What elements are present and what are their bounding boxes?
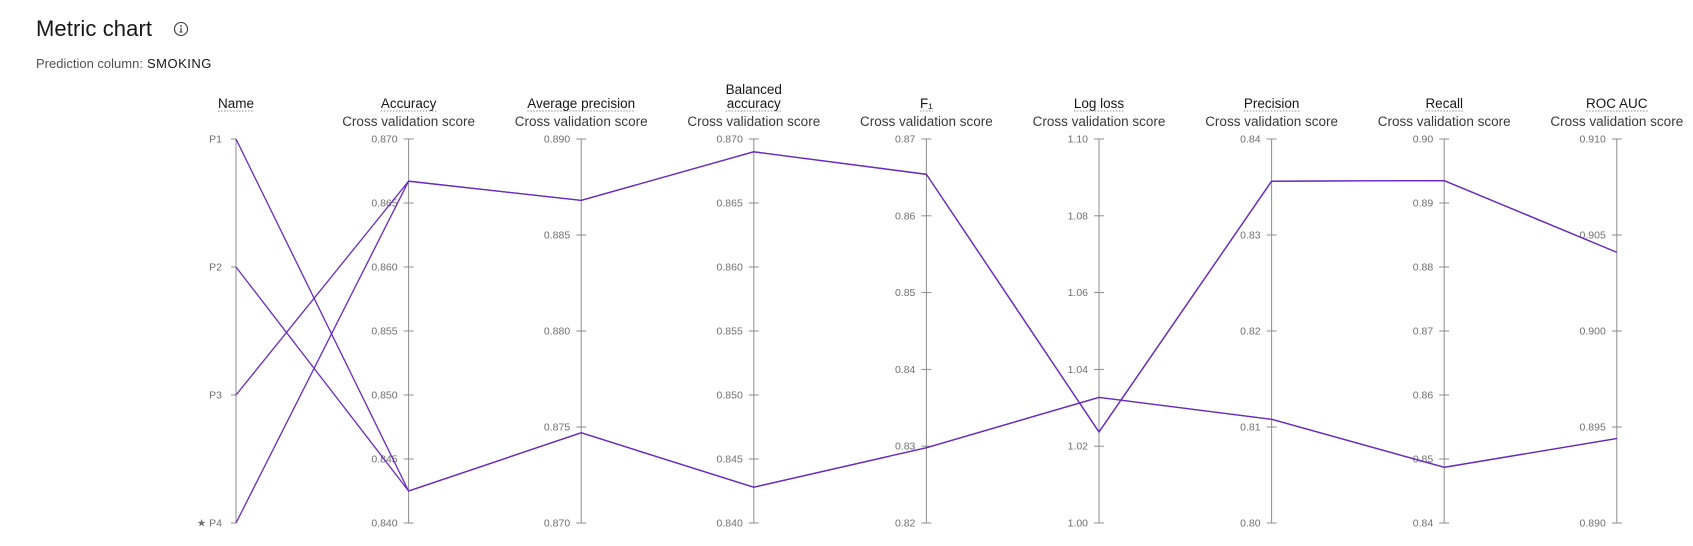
- tick-label: 0.86: [1413, 390, 1434, 402]
- tick-label: 0.81: [1240, 422, 1261, 434]
- tick-label: 0.860: [371, 262, 397, 274]
- axis-f1: F₁ Cross validation score 0.82 0.83 0.84 0.85…: [860, 96, 993, 530]
- tick-label: 0.860: [717, 262, 743, 274]
- axis-title-f1[interactable]: F₁: [920, 96, 933, 111]
- chart-header: Metric chart Prediction column: SMOKING: [36, 16, 212, 71]
- tick-label: 0.82: [1240, 326, 1261, 338]
- tick-label: 0.895: [1580, 422, 1606, 434]
- tick-label: 0.850: [371, 390, 397, 402]
- axis-subtitle-roc_auc: Cross validation score: [1550, 114, 1683, 129]
- tick-label: 0.905: [1580, 230, 1606, 242]
- tick-label: 0.840: [717, 518, 743, 530]
- tick-label: 0.875: [544, 422, 570, 434]
- title-row: Metric chart: [36, 16, 212, 42]
- tick-label: 0.855: [717, 326, 743, 338]
- prediction-column-value: SMOKING: [146, 56, 212, 71]
- tick-label: 0.90: [1413, 134, 1434, 146]
- tick-label: 0.87: [1413, 326, 1434, 338]
- axis-title-balanced_accuracy[interactable]: Balanced: [726, 82, 782, 97]
- axis-subtitle-precision: Cross validation score: [1205, 114, 1338, 129]
- tick-label: 0.83: [1240, 230, 1261, 242]
- tick-label: 0.80: [1240, 518, 1261, 530]
- tick-label: 0.88: [1413, 262, 1434, 274]
- series-line-p4[interactable]: [235, 151, 1618, 524]
- tick-label: 0.880: [544, 326, 570, 338]
- tick-label: 1.04: [1068, 364, 1089, 376]
- tick-label: 1.10: [1068, 134, 1089, 146]
- axis-title-average_precision[interactable]: Average precision: [527, 96, 635, 111]
- axis-precision: Precision Cross validation score 0.80 0.81 0…: [1205, 96, 1338, 530]
- axis-title-roc_auc[interactable]: ROC AUC: [1586, 96, 1648, 111]
- tick-label: 0.85: [895, 287, 916, 299]
- axis-title-accuracy[interactable]: Accuracy: [381, 96, 437, 111]
- axis-log_loss: Log loss Cross validation score 1.00 1.02 1.…: [1033, 96, 1166, 530]
- tick-label: 0.865: [717, 198, 743, 210]
- axis-name: Name P1 P2 P3 ★ P4: [197, 96, 255, 530]
- page-title: Metric chart: [36, 16, 153, 41]
- tick-label: 0.82: [895, 518, 916, 530]
- tick-label: 0.855: [371, 326, 397, 338]
- tick-label: 0.890: [1580, 518, 1606, 530]
- tick-label: 0.84: [1240, 134, 1261, 146]
- axis-title-balanced_accuracy[interactable]: accuracy: [727, 96, 781, 111]
- tick-label: 0.89: [1413, 198, 1434, 210]
- axis-subtitle-accuracy: Cross validation score: [342, 114, 475, 129]
- category-label: P3: [209, 390, 222, 402]
- tick-label: 1.06: [1068, 287, 1089, 299]
- tick-label: 0.900: [1580, 326, 1606, 338]
- series-line-p2[interactable]: [235, 266, 1617, 492]
- tick-label: 0.84: [895, 364, 916, 376]
- tick-label: 0.870: [717, 134, 743, 146]
- category-label: P2: [209, 262, 222, 274]
- axis-subtitle-average_precision: Cross validation score: [515, 114, 648, 129]
- tick-label: 0.83: [895, 441, 916, 453]
- axis-subtitle-recall: Cross validation score: [1378, 114, 1511, 129]
- info-icon-glyph: [174, 21, 189, 37]
- tick-label: 0.885: [544, 230, 570, 242]
- category-label: P1: [209, 134, 222, 146]
- tick-label: 1.08: [1068, 210, 1089, 222]
- tick-label: 0.84: [1413, 518, 1434, 530]
- axis-subtitle-f1: Cross validation score: [860, 114, 993, 129]
- info-icon[interactable]: [172, 20, 190, 38]
- tick-label: 0.890: [544, 134, 570, 146]
- axis-roc_auc: ROC AUC Cross validation score 0.890 0.895 0…: [1550, 96, 1683, 530]
- tick-label: 0.850: [717, 390, 743, 402]
- tick-label: 0.87: [895, 134, 916, 146]
- axis-title-recall[interactable]: Recall: [1425, 96, 1463, 111]
- tick-label: 0.840: [371, 518, 397, 530]
- axis-subtitle-balanced_accuracy: Cross validation score: [687, 114, 820, 129]
- prediction-column: Prediction column: SMOKING: [36, 56, 212, 71]
- tick-label: 1.02: [1068, 441, 1089, 453]
- axis-title-name[interactable]: Name: [218, 96, 254, 111]
- axis-title-log_loss[interactable]: Log loss: [1074, 96, 1125, 111]
- tick-label: 1.00: [1068, 518, 1089, 530]
- tick-label: 0.86: [895, 210, 916, 222]
- tick-label: 0.845: [717, 454, 743, 466]
- axis-title-precision[interactable]: Precision: [1244, 96, 1300, 111]
- category-label: ★ P4: [197, 518, 222, 530]
- prediction-column-label: Prediction column:: [36, 56, 143, 71]
- tick-label: 0.865: [371, 198, 397, 210]
- tick-label: 0.870: [371, 134, 397, 146]
- axis-average_precision: Average precision Cross validation score 0…: [515, 96, 648, 530]
- tick-label: 0.910: [1580, 134, 1606, 146]
- axis-subtitle-log_loss: Cross validation score: [1033, 114, 1166, 129]
- tick-label: 0.870: [544, 518, 570, 530]
